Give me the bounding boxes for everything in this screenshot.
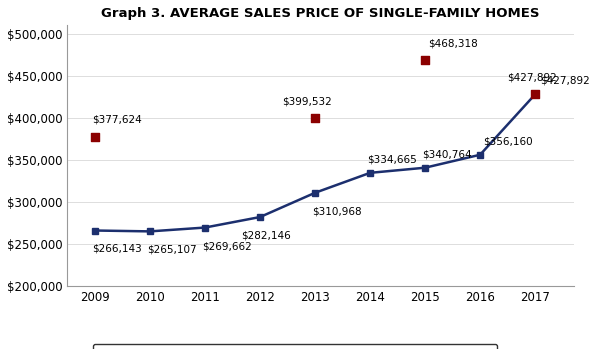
- Legend: Characteristics of New Single-Family Homes Sold, NAHB Survey: Characteristics of New Single-Family Hom…: [93, 344, 497, 349]
- Text: $269,662: $269,662: [202, 241, 252, 251]
- Text: $399,532: $399,532: [282, 96, 332, 106]
- Text: $468,318: $468,318: [428, 39, 478, 49]
- Characteristics of New Single-Family Homes Sold: [476, 153, 484, 157]
- Characteristics of New Single-Family Homes Sold: [91, 228, 98, 232]
- Characteristics of New Single-Family Homes Sold: [202, 225, 209, 230]
- Text: $334,665: $334,665: [367, 154, 417, 164]
- Text: $340,764: $340,764: [422, 149, 472, 159]
- Characteristics of New Single-Family Homes Sold: [532, 92, 539, 96]
- NAHB Survey: [90, 134, 100, 140]
- NAHB Survey: [420, 58, 430, 63]
- Title: Graph 3. AVERAGE SALES PRICE OF SINGLE-FAMILY HOMES: Graph 3. AVERAGE SALES PRICE OF SINGLE-F…: [101, 7, 540, 20]
- Text: $265,107: $265,107: [147, 245, 197, 255]
- Characteristics of New Single-Family Homes Sold: [367, 171, 374, 175]
- Characteristics of New Single-Family Homes Sold: [311, 191, 319, 195]
- Text: $310,968: $310,968: [312, 206, 362, 216]
- Characteristics of New Single-Family Homes Sold: [256, 215, 263, 219]
- Characteristics of New Single-Family Homes Sold: [421, 166, 428, 170]
- NAHB Survey: [310, 116, 320, 121]
- Text: $282,146: $282,146: [241, 230, 290, 240]
- Text: $427,892: $427,892: [541, 76, 590, 86]
- Characteristics of New Single-Family Homes Sold: [146, 229, 154, 233]
- Text: $266,143: $266,143: [92, 244, 142, 254]
- Text: $427,892: $427,892: [508, 73, 557, 83]
- Line: Characteristics of New Single-Family Homes Sold: Characteristics of New Single-Family Hom…: [91, 91, 539, 235]
- Text: $356,160: $356,160: [483, 136, 532, 146]
- NAHB Survey: [530, 91, 540, 97]
- Text: $377,624: $377,624: [92, 115, 142, 125]
